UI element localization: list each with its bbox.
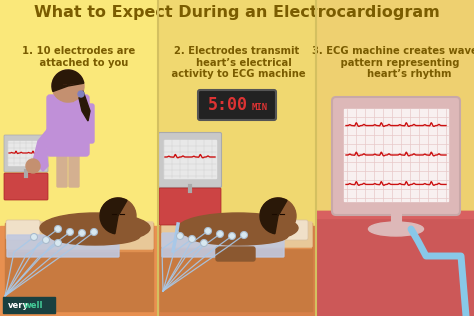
Circle shape [66,228,73,235]
Wedge shape [100,198,127,234]
Wedge shape [260,198,287,234]
Bar [316,0,474,231]
Circle shape [91,228,98,235]
FancyBboxPatch shape [3,297,55,313]
Text: 1. 10 electrodes are
   attached to you: 1. 10 electrodes are attached to you [22,46,136,68]
Circle shape [260,198,296,234]
Bar [8,141,44,165]
Text: MIN: MIN [252,102,268,112]
FancyBboxPatch shape [4,173,48,200]
Circle shape [176,233,183,240]
Circle shape [228,233,236,240]
Ellipse shape [178,213,298,243]
Circle shape [78,91,84,97]
Wedge shape [52,70,84,91]
FancyBboxPatch shape [76,104,94,143]
FancyBboxPatch shape [198,90,276,120]
Bar [316,226,474,316]
Bar [158,0,316,231]
FancyBboxPatch shape [159,188,221,225]
FancyBboxPatch shape [162,222,312,247]
Bar [164,140,216,178]
Circle shape [52,70,84,102]
Ellipse shape [40,213,150,243]
FancyBboxPatch shape [7,235,119,257]
FancyBboxPatch shape [47,95,89,156]
Bar [63,89,73,101]
FancyBboxPatch shape [162,233,284,257]
Bar [158,226,316,316]
Circle shape [79,229,85,236]
Bar [8,223,152,251]
Ellipse shape [188,227,288,245]
FancyBboxPatch shape [7,222,153,249]
Text: 5:00: 5:00 [208,96,248,114]
Bar [0,0,158,231]
Text: What to Expect During an Electrocardiogram: What to Expect During an Electrocardiogr… [34,4,440,20]
Bar [0,226,158,316]
Text: 2. Electrodes transmit
    heart’s electrical
 activity to ECG machine: 2. Electrodes transmit heart’s electrica… [168,46,306,79]
Circle shape [204,228,211,234]
Text: very: very [8,301,29,309]
Circle shape [43,236,49,244]
Circle shape [189,235,195,242]
Circle shape [100,198,136,234]
Circle shape [201,240,208,246]
Text: well: well [24,301,44,309]
FancyBboxPatch shape [69,135,79,187]
FancyBboxPatch shape [4,135,48,172]
Bar [316,211,474,218]
Bar [163,223,311,248]
Circle shape [217,230,224,238]
FancyBboxPatch shape [5,223,153,311]
Bar [344,109,448,201]
FancyBboxPatch shape [158,132,221,187]
Circle shape [30,234,37,240]
Ellipse shape [50,227,140,245]
Polygon shape [33,126,54,171]
Circle shape [26,159,40,173]
Polygon shape [79,91,90,121]
FancyBboxPatch shape [216,247,255,261]
Bar [160,223,312,311]
Ellipse shape [368,222,423,236]
FancyBboxPatch shape [332,97,460,215]
Circle shape [55,240,62,246]
FancyBboxPatch shape [6,220,40,240]
Circle shape [55,226,62,233]
FancyBboxPatch shape [57,135,67,187]
Circle shape [240,232,247,239]
FancyBboxPatch shape [256,220,308,240]
Text: 3. ECG machine creates wave
   pattern representing
        heart’s rhythm: 3. ECG machine creates wave pattern repr… [312,46,474,79]
Bar [316,211,474,229]
